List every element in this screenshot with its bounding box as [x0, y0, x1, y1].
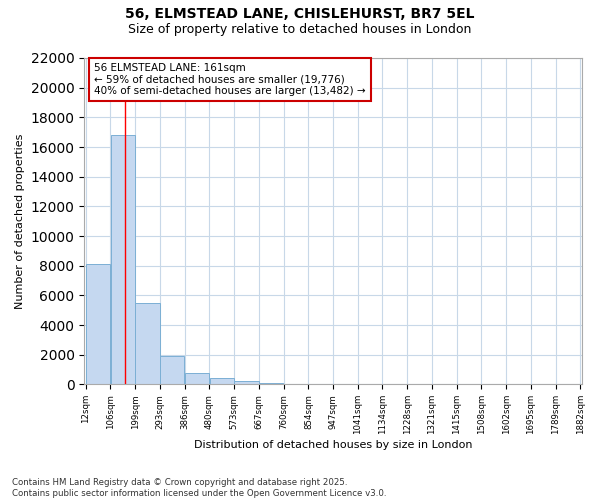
- Bar: [259, 383, 283, 384]
- Text: Size of property relative to detached houses in London: Size of property relative to detached ho…: [128, 22, 472, 36]
- Bar: [135, 303, 160, 384]
- Bar: [234, 382, 259, 384]
- Bar: [86, 264, 110, 384]
- Text: 56, ELMSTEAD LANE, CHISLEHURST, BR7 5EL: 56, ELMSTEAD LANE, CHISLEHURST, BR7 5EL: [125, 8, 475, 22]
- Bar: [209, 378, 234, 384]
- Bar: [160, 356, 184, 384]
- Text: Contains HM Land Registry data © Crown copyright and database right 2025.
Contai: Contains HM Land Registry data © Crown c…: [12, 478, 386, 498]
- X-axis label: Distribution of detached houses by size in London: Distribution of detached houses by size …: [194, 440, 472, 450]
- Text: 56 ELMSTEAD LANE: 161sqm
← 59% of detached houses are smaller (19,776)
40% of se: 56 ELMSTEAD LANE: 161sqm ← 59% of detach…: [94, 63, 366, 96]
- Y-axis label: Number of detached properties: Number of detached properties: [15, 134, 25, 309]
- Bar: [185, 373, 209, 384]
- Bar: [110, 135, 135, 384]
